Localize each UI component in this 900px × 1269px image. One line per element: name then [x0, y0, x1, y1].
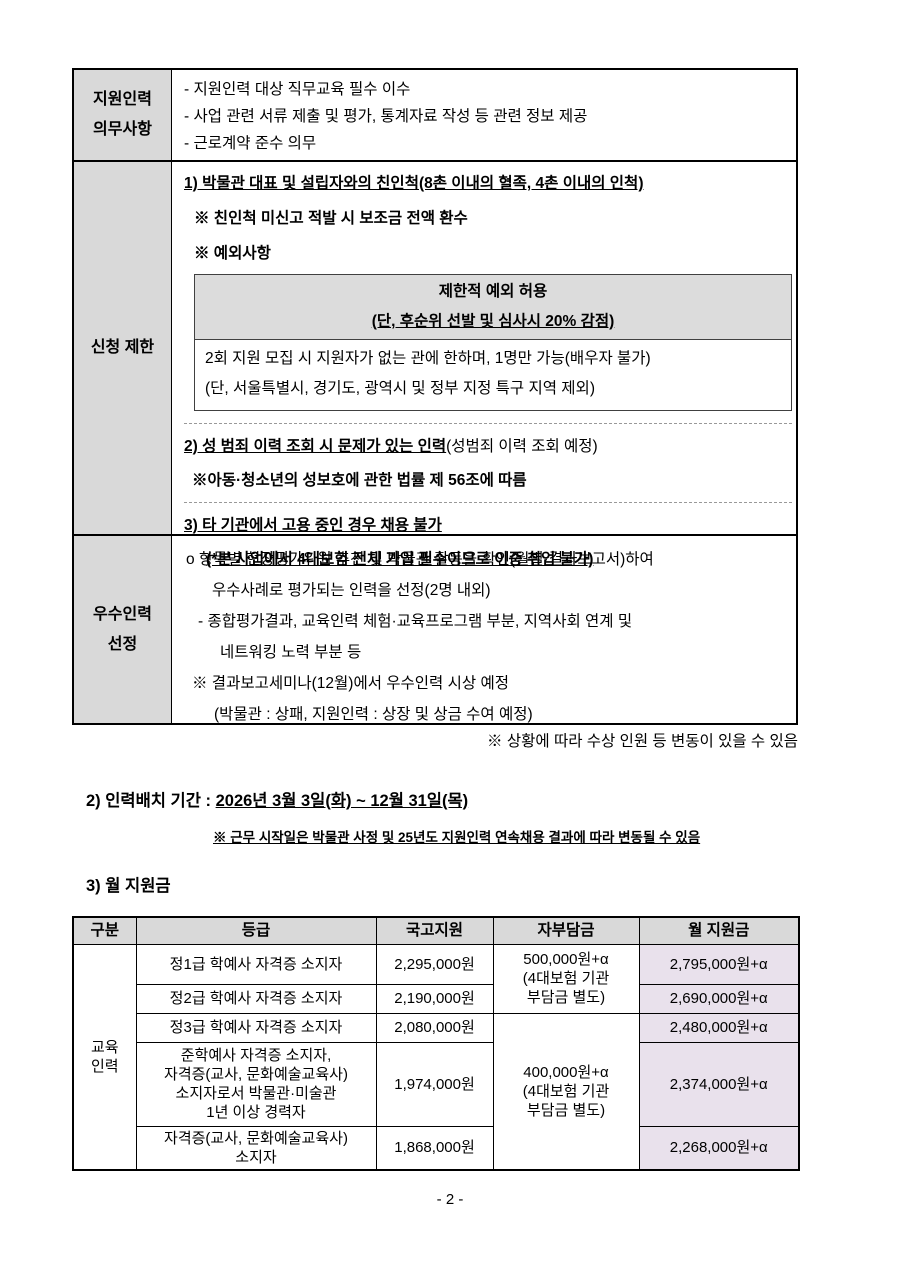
excellence-line: 우수사례로 평가되는 인력을 선정(2명 내외)	[212, 582, 491, 599]
restriction-item3-note: (*본 사업에서 4대보험 전체 가입 필수이므로 이중 취업 불가)	[206, 551, 594, 568]
row-header-excellence: 우수인력 선정	[74, 536, 172, 723]
info-table: 지원인력 의무사항 - 지원인력 대상 직무교육 필수 이수 - 사업 관련 서…	[72, 68, 798, 725]
duty-item: - 지원인력 대상 직무교육 필수 이수	[184, 81, 411, 98]
category-cell: 교육 인력	[72, 943, 137, 1170]
gov-support-cell: 2,080,000원	[375, 1012, 494, 1043]
table-row: 정3급 학예사 자격증 소지자 2,080,000원 400,000원+α (4…	[73, 1012, 800, 1170]
section2-title: 2) 인력배치 기간 :	[86, 792, 216, 810]
award-change-note: ※ 상황에 따라 수상 인원 등 변동이 있을 수 있음	[487, 733, 798, 750]
col-header-gov-support: 국고지원	[375, 916, 494, 945]
restriction-item1-note2: ※ 예외사항	[194, 245, 271, 262]
excellence-line: 네트워킹 노력 부분 등	[220, 644, 362, 661]
exception-box-body: 2회 지원 모집 시 지원자가 없는 관에 한하며, 1명만 가능(배우자 불가…	[195, 340, 791, 410]
exception-body-line2: (단, 서울특별시, 경기도, 광역시 및 정부 지정 특구 지역 제외)	[205, 380, 595, 397]
divider	[184, 423, 792, 424]
row-header-restriction: 신청 제한	[74, 162, 172, 534]
table-row: 정2급 학예사 자격증 소지자 2,190,000원 2,690,000원+α	[73, 983, 800, 1014]
restriction-item1-note1: ※ 친인척 미신고 적발 시 보조금 전액 환수	[194, 210, 468, 227]
section2-note: ※ 근무 시작일은 박물관 사정 및 25년도 지원인력 연속채용 결과에 따라…	[213, 830, 701, 845]
monthly-support-cell: 2,374,000원+α	[638, 1041, 800, 1127]
divider	[184, 502, 792, 503]
support-amount-table: 구분 등급 국고지원 자부담금 월 지원금 교육 인력 정1급 학예사 자격증 …	[72, 916, 800, 1171]
exception-box-header: 제한적 예외 허용 (단, 후순위 선발 및 심사시 20% 감점)	[195, 275, 791, 340]
excellence-line: o 항목별 현장평가위원 추천 및 박물관 활동을 확인(월별·결과보고서)하여	[186, 551, 654, 568]
table-header-row: 구분 등급 국고지원 자부담금 월 지원금	[72, 916, 800, 945]
restriction-item3: 3) 타 기관에서 고용 중인 경우 채용 불가 (*본 사업에서 4대보험 전…	[184, 503, 792, 569]
restriction-item3-title: 3) 타 기관에서 고용 중인 경우 채용 불가	[184, 517, 442, 534]
gov-support-cell: 1,868,000원	[375, 1125, 494, 1170]
excellence-line: (박물관 : 상패, 지원인력 : 상장 및 상금 수여 예정)	[214, 706, 533, 723]
col-header-grade: 등급	[135, 916, 377, 945]
grade-cell: 정3급 학예사 자격증 소지자	[135, 1012, 377, 1043]
duty-cell: - 지원인력 대상 직무교육 필수 이수 - 사업 관련 서류 제출 및 평가,…	[172, 70, 796, 160]
monthly-support-cell: 2,795,000원+α	[638, 943, 800, 985]
restriction-cell: 1) 박물관 대표 및 설립자와의 친인척(8촌 이내의 혈족, 4촌 이내의 …	[172, 162, 800, 568]
page-number: - 2 -	[436, 1191, 464, 1208]
monthly-support-cell: 2,268,000원+α	[638, 1125, 800, 1170]
section3-heading: 3) 월 지원금	[86, 877, 171, 895]
exception-title-line1: 제한적 예외 허용	[438, 283, 548, 300]
duty-item: - 사업 관련 서류 제출 및 평가, 통계자료 작성 등 관련 정보 제공	[184, 108, 588, 125]
restriction-item1-title: 1) 박물관 대표 및 설립자와의 친인척(8촌 이내의 혈족, 4촌 이내의 …	[184, 175, 644, 192]
gov-support-cell: 2,295,000원	[375, 943, 494, 985]
self-pay-cell: 500,000원+α (4대보험 기관 부담금 별도)	[492, 943, 640, 1014]
self-pay-cell: 400,000원+α (4대보험 기관 부담금 별도)	[492, 1012, 640, 1170]
table-row: 지원인력 의무사항 - 지원인력 대상 직무교육 필수 이수 - 사업 관련 서…	[74, 70, 796, 160]
exception-title-line2: (단, 후순위 선발 및 심사시 20% 감점)	[371, 313, 615, 330]
grade-cell: 준학예사 자격증 소지자, 자격증(교사, 문화예술교육사) 소지자로서 박물관…	[135, 1041, 377, 1127]
section2-period: 2026년 3월 3일(화) ~ 12월 31일(목)	[215, 792, 469, 810]
row-header-duty: 지원인력 의무사항	[74, 70, 172, 160]
grade-cell: 정2급 학예사 자격증 소지자	[135, 983, 377, 1014]
excellence-cell: o 항목별 현장평가위원 추천 및 박물관 활동을 확인(월별·결과보고서)하여…	[172, 536, 796, 723]
restriction-item2-suffix: (성범죄 이력 조회 예정)	[446, 438, 598, 455]
duty-item: - 근로계약 준수 의무	[184, 135, 317, 152]
excellence-line: - 종합평가결과, 교육인력 체험·교육프로그램 부분, 지역사회 연계 및	[198, 613, 633, 630]
table-row: 신청 제한 1) 박물관 대표 및 설립자와의 친인척(8촌 이내의 혈족, 4…	[74, 160, 796, 568]
gov-support-cell: 1,974,000원	[375, 1041, 494, 1127]
section2-heading: 2) 인력배치 기간 : 2026년 3월 3일(화) ~ 12월 31일(목)	[86, 787, 468, 811]
col-header-self-pay: 자부담금	[492, 916, 640, 945]
grade-cell: 정1급 학예사 자격증 소지자	[135, 943, 377, 985]
exception-box: 제한적 예외 허용 (단, 후순위 선발 및 심사시 20% 감점) 2회 지원…	[194, 274, 792, 411]
monthly-support-cell: 2,690,000원+α	[638, 983, 800, 1014]
table-row: 준학예사 자격증 소지자, 자격증(교사, 문화예술교육사) 소지자로서 박물관…	[73, 1041, 800, 1127]
col-header-category: 구분	[72, 916, 137, 945]
table-row: 교육 인력 정1급 학예사 자격증 소지자 2,295,000원 500,000…	[72, 943, 800, 1170]
excellence-line: ※ 결과보고세미나(12월)에서 우수인력 시상 예정	[192, 675, 509, 692]
col-header-monthly: 월 지원금	[638, 916, 800, 945]
table-row: 자격증(교사, 문화예술교육사) 소지자 1,868,000원 2,268,00…	[73, 1125, 800, 1170]
restriction-item2: 2) 성 범죄 이력 조회 시 문제가 있는 인력(성범죄 이력 조회 예정) …	[184, 424, 792, 490]
restriction-item2-title: 2) 성 범죄 이력 조회 시 문제가 있는 인력	[184, 438, 447, 455]
monthly-support-cell: 2,480,000원+α	[638, 1012, 800, 1043]
table-row: 우수인력 선정 o 항목별 현장평가위원 추천 및 박물관 활동을 확인(월별·…	[74, 534, 796, 723]
exception-body-line1: 2회 지원 모집 시 지원자가 없는 관에 한하며, 1명만 가능(배우자 불가…	[205, 350, 651, 367]
grade-cell: 자격증(교사, 문화예술교육사) 소지자	[135, 1125, 377, 1170]
gov-support-cell: 2,190,000원	[375, 983, 494, 1014]
restriction-item2-note: ※아동·청소년의 성보호에 관한 법률 제 56조에 따름	[192, 472, 527, 489]
